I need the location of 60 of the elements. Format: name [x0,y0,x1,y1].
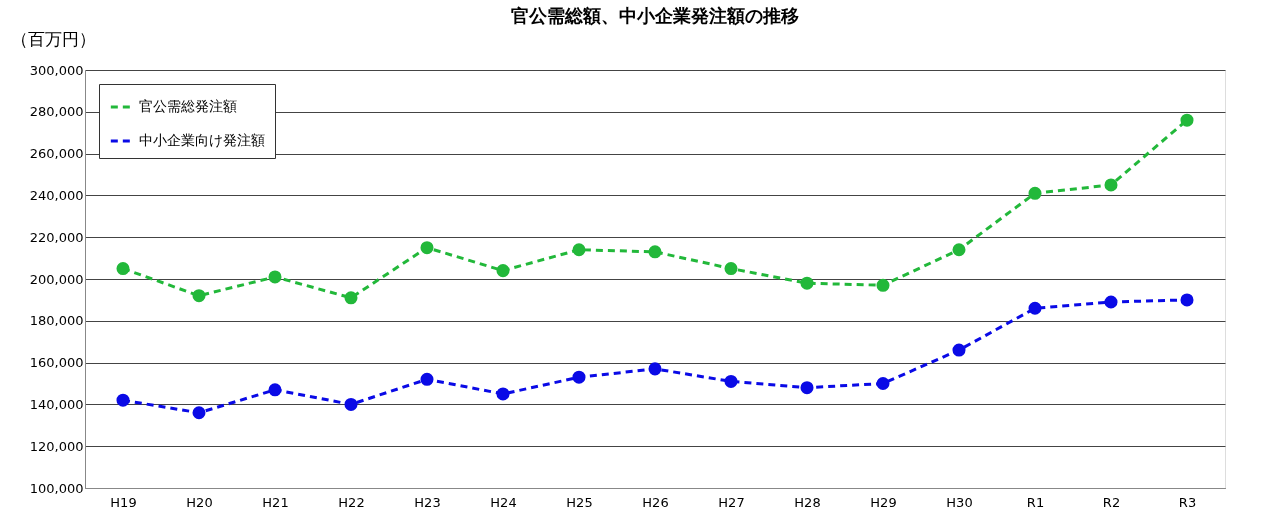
point [1180,293,1194,307]
x-tick-label: H30 [946,494,973,510]
point [268,383,282,397]
point [724,262,738,276]
point [116,393,130,407]
y-tick-label: 140,000 [29,396,84,412]
x-tick-label: H24 [490,494,517,510]
point [1028,301,1042,315]
point [192,289,206,303]
point [952,343,966,357]
y-tick-label: 200,000 [29,271,84,287]
point [1180,113,1194,127]
chart-title: 官公需総額、中小企業発注額の推移 [511,5,799,26]
x-tick-label: H19 [110,494,137,510]
x-tick-label: H28 [794,494,821,510]
point [192,406,206,420]
point [496,264,510,278]
x-tick-label: H29 [870,494,897,510]
x-tick-label: H22 [338,494,365,510]
point [876,376,890,391]
point [648,362,662,376]
point [344,291,358,305]
point [116,262,130,276]
y-tick-label: 160,000 [29,355,84,371]
point [876,278,890,292]
y-tick-label: 240,000 [29,187,84,203]
x-tick-label: H21 [262,494,289,510]
y-tick-label: 280,000 [29,104,84,120]
y-tick-label: 100,000 [29,480,84,496]
point [724,374,738,388]
point [800,381,814,395]
x-tick-label: H26 [642,494,669,510]
legend-label: 中小企業向け発注額 [139,132,265,148]
point [1028,186,1042,200]
x-tick-label: R2 [1102,494,1121,510]
point [268,270,282,284]
x-tick-label: R3 [1178,494,1197,510]
x-tick-label: H23 [414,494,441,510]
point [420,372,434,386]
point [344,397,358,411]
point [1104,178,1118,192]
y-tick-label: 220,000 [29,229,84,245]
point [1104,295,1118,309]
y-axis-title: （百万円） [10,28,96,49]
x-tick-label: H27 [718,494,745,510]
point [952,243,966,257]
x-tick-label: R1 [1026,494,1045,510]
point [496,387,510,401]
point [572,243,586,257]
x-tick-label: H20 [186,494,213,510]
point [800,276,814,290]
y-tick-label: 300,000 [29,62,84,78]
x-tick-label: H25 [566,494,593,510]
legend-label: 官公需総発注額 [139,98,237,114]
point [648,245,662,259]
point [572,370,586,384]
y-tick-label: 180,000 [29,313,84,329]
y-tick-label: 260,000 [29,146,84,162]
y-tick-label: 120,000 [29,438,84,454]
point [420,241,434,255]
